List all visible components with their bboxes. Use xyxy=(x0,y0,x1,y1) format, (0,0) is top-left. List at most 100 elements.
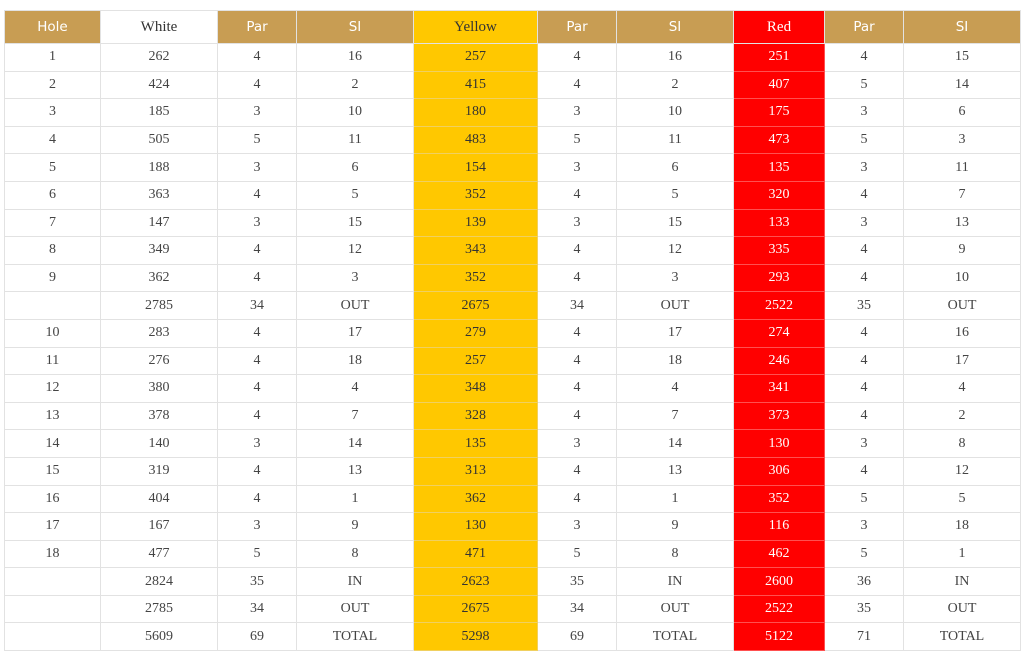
table-cell: 262 xyxy=(100,43,218,72)
table-cell: 17 xyxy=(616,318,734,348)
table-cell: 69 xyxy=(537,622,617,652)
table-cell: 341 xyxy=(733,374,825,403)
table-cell: 135 xyxy=(413,429,538,458)
table-cell: 12 xyxy=(903,456,1021,486)
table-row: 3 185 3 10 180 3 10 175 3 6 xyxy=(4,98,1021,127)
table-cell: 3 xyxy=(537,153,617,182)
table-cell: 35 xyxy=(537,567,617,596)
table-cell: 135 xyxy=(733,153,825,182)
table-cell: 12 xyxy=(4,374,101,403)
table-row: 5609 69 TOTAL 5298 69 TOTAL 5122 71 TOTAL xyxy=(4,622,1021,652)
table-cell: 3 xyxy=(537,98,617,127)
table-cell: 12 xyxy=(296,236,414,265)
table-cell: 7 xyxy=(296,401,414,431)
table-cell: 5 xyxy=(824,484,904,514)
table-cell: 14 xyxy=(296,429,414,458)
table-cell: 483 xyxy=(413,125,538,155)
table-cell: OUT xyxy=(616,594,734,624)
table-cell: 352 xyxy=(413,180,538,210)
table-cell: 5609 xyxy=(100,622,218,652)
table-cell: 140 xyxy=(100,429,218,458)
table-cell: 6 xyxy=(4,180,101,210)
table-cell: 1 xyxy=(296,484,414,514)
table-cell: 9 xyxy=(903,236,1021,265)
table-cell: 8 xyxy=(616,539,734,569)
table-cell: 130 xyxy=(733,429,825,458)
table-cell: 4 xyxy=(824,401,904,431)
table-cell: 13 xyxy=(903,208,1021,238)
table-cell: 188 xyxy=(100,153,218,182)
table-cell: 5 xyxy=(616,180,734,210)
table-cell: 4 xyxy=(903,374,1021,403)
table-row: 2785 34 OUT 2675 34 OUT 2522 35 OUT xyxy=(4,291,1021,320)
scorecard: Hole White Par SI Yellow Par SI Red Par SI 1 262 4 1… xyxy=(4,10,1021,652)
table-cell xyxy=(4,291,101,320)
table-cell: 175 xyxy=(733,98,825,127)
table-cell: 13 xyxy=(4,401,101,431)
table-cell: TOTAL xyxy=(296,622,414,652)
table-cell: 4 xyxy=(824,456,904,486)
table-cell: 2 xyxy=(4,70,101,100)
table-cell: 4 xyxy=(824,263,904,293)
table-row: 12 380 4 4 348 4 4 341 4 4 xyxy=(4,374,1021,403)
table-cell: 3 xyxy=(824,429,904,458)
table-cell: 4 xyxy=(824,346,904,376)
table-cell: 8 xyxy=(903,429,1021,458)
table-cell: 1 xyxy=(616,484,734,514)
table-cell: TOTAL xyxy=(616,622,734,652)
table-cell: 13 xyxy=(296,456,414,486)
table-cell: 276 xyxy=(100,346,218,376)
table-cell: 246 xyxy=(733,346,825,376)
table-body: 1 262 4 16 257 4 16 251 4 15 2 424 4 2 415 4 2 407 5 14 3 185… xyxy=(4,43,1021,652)
table-cell: 16 xyxy=(296,43,414,72)
column-header: Par xyxy=(537,10,617,44)
table-cell: 17 xyxy=(903,346,1021,376)
table-cell: 139 xyxy=(413,208,538,238)
table-cell: 11 xyxy=(296,125,414,155)
table-cell: 34 xyxy=(217,291,297,320)
table-cell: TOTAL xyxy=(903,622,1021,652)
table-cell: 10 xyxy=(903,263,1021,293)
table-cell: 4 xyxy=(217,43,297,72)
table-cell: 34 xyxy=(537,291,617,320)
table-cell: 362 xyxy=(100,263,218,293)
table-cell: 257 xyxy=(413,43,538,72)
column-header: SI xyxy=(296,10,414,44)
table-row: 11 276 4 18 257 4 18 246 4 17 xyxy=(4,346,1021,376)
table-cell: 407 xyxy=(733,70,825,100)
table-cell: 167 xyxy=(100,512,218,541)
table-cell: 4 xyxy=(4,125,101,155)
table-cell: 18 xyxy=(903,512,1021,541)
table-row: 2 424 4 2 415 4 2 407 5 14 xyxy=(4,70,1021,100)
table-cell: 362 xyxy=(413,484,538,514)
table-cell: 14 xyxy=(4,429,101,458)
table-row: 5 188 3 6 154 3 6 135 3 11 xyxy=(4,153,1021,182)
table-cell: 11 xyxy=(4,346,101,376)
table-cell: 71 xyxy=(824,622,904,652)
table-cell: 7 xyxy=(616,401,734,431)
table-cell: 11 xyxy=(903,153,1021,182)
table-cell: 9 xyxy=(616,512,734,541)
table-cell: 348 xyxy=(413,374,538,403)
table-cell: 18 xyxy=(616,346,734,376)
table-cell: 2675 xyxy=(413,291,538,320)
table-row: 6 363 4 5 352 4 5 320 4 7 xyxy=(4,180,1021,210)
table-cell: 18 xyxy=(296,346,414,376)
table-cell: 2522 xyxy=(733,594,825,624)
table-cell: 35 xyxy=(824,291,904,320)
table-cell: 12 xyxy=(616,236,734,265)
table-row: 9 362 4 3 352 4 3 293 4 10 xyxy=(4,263,1021,293)
table-cell: 15 xyxy=(4,456,101,486)
table-cell: 34 xyxy=(217,594,297,624)
table-cell: 4 xyxy=(537,236,617,265)
table-cell: 36 xyxy=(824,567,904,596)
table-cell: 15 xyxy=(616,208,734,238)
table-cell: 154 xyxy=(413,153,538,182)
table-cell: 2 xyxy=(903,401,1021,431)
table-cell: 16 xyxy=(903,318,1021,348)
table-cell: 16 xyxy=(616,43,734,72)
table-cell: 306 xyxy=(733,456,825,486)
table-cell: 4 xyxy=(616,374,734,403)
column-header: SI xyxy=(616,10,734,44)
table-cell: 3 xyxy=(616,263,734,293)
